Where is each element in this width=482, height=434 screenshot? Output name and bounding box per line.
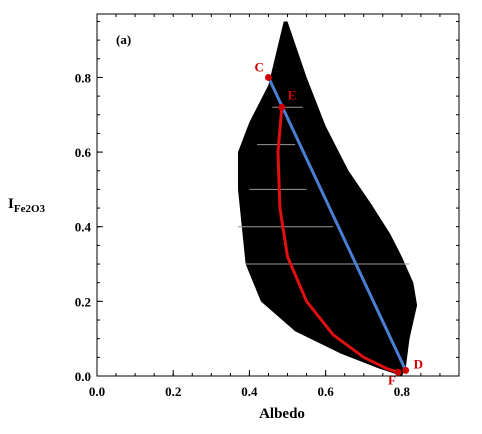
x-tick-label: 0.2 <box>165 384 181 399</box>
axis-ticks: 0.0 0.2 0.4 0.6 0.8 0.0 0.2 0.4 0.6 0.8 <box>75 14 459 399</box>
panel-label: (a) <box>116 32 131 47</box>
x-tick-label: 0.6 <box>318 384 335 399</box>
y-axis-label-sub: Fe2O3 <box>14 203 46 215</box>
y-tick-label: 0.8 <box>75 70 92 85</box>
y-tick-label: 0.6 <box>75 145 92 160</box>
y-axis-label-main: I <box>8 196 14 212</box>
y-tick-label: 0.0 <box>75 369 91 384</box>
fit-line <box>276 105 400 374</box>
x-axis-label: Albedo <box>259 406 305 422</box>
plot-frame <box>96 13 460 377</box>
x-tick-label: 0.8 <box>394 384 411 399</box>
y-tick-label: 0.4 <box>75 220 92 235</box>
fit-lines <box>267 75 408 374</box>
point-f <box>394 368 402 376</box>
point-e <box>278 103 286 111</box>
point-c <box>264 73 272 81</box>
y-axis-label: IFe2O3 <box>8 196 46 215</box>
point-d <box>402 366 410 374</box>
y-tick-label: 0.2 <box>75 294 91 309</box>
fit-line <box>267 75 408 372</box>
scatter-density-region <box>238 21 418 376</box>
point-label-e: E <box>288 87 297 102</box>
x-tick-label: 0.4 <box>241 384 258 399</box>
endmember-points: C E F D <box>254 59 423 387</box>
point-label-d: D <box>414 356 423 371</box>
scatter-cloud <box>237 21 418 376</box>
x-tick-label: 0.0 <box>89 384 105 399</box>
point-label-f: F <box>388 372 396 387</box>
point-label-c: C <box>254 59 263 74</box>
